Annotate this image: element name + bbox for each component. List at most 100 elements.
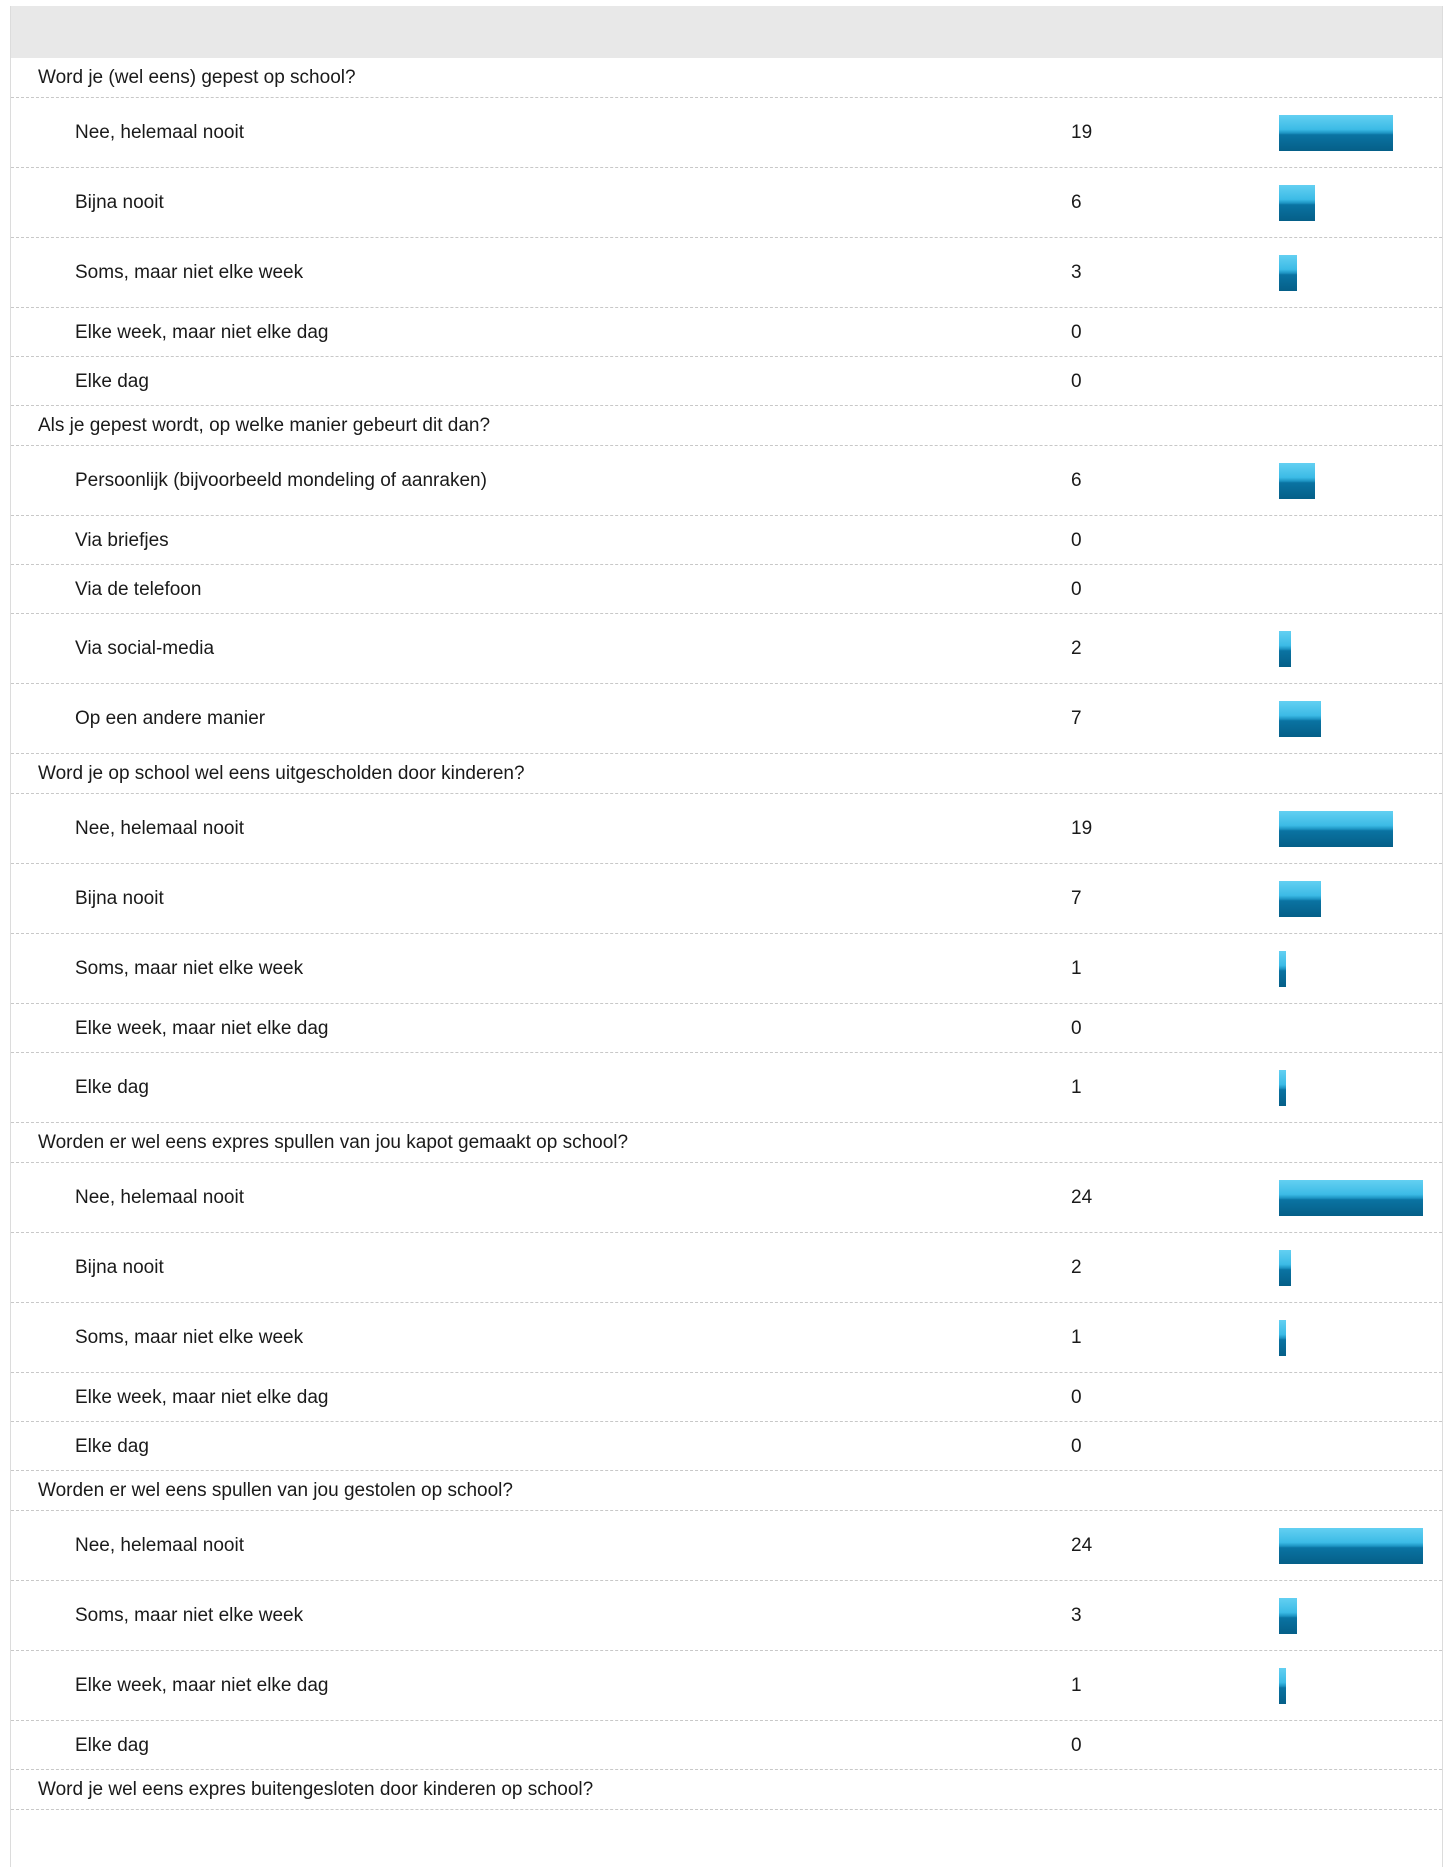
answer-count: 1 bbox=[1071, 1077, 1082, 1098]
answer-label: Soms, maar niet elke week bbox=[75, 1327, 304, 1348]
answer-label: Elke week, maar niet elke dag bbox=[75, 1387, 329, 1408]
answer-row: Elke week, maar niet elke dag 0 bbox=[11, 308, 1442, 357]
answer-label: Nee, helemaal nooit bbox=[75, 122, 244, 143]
answer-count: 0 bbox=[1071, 1018, 1082, 1039]
answer-row: Elke dag 1 bbox=[11, 1053, 1442, 1123]
answer-bar bbox=[1279, 463, 1315, 499]
answer-row: Via briefjes 0 bbox=[11, 516, 1442, 565]
answer-count: 3 bbox=[1071, 1605, 1082, 1626]
answer-count: 7 bbox=[1071, 708, 1082, 729]
answer-label: Persoonlijk (bijvoorbeeld mondeling of a… bbox=[75, 470, 487, 491]
answer-count: 24 bbox=[1071, 1187, 1093, 1208]
answer-row: Bijna nooit 7 bbox=[11, 864, 1442, 934]
answer-row: Nee, helemaal nooit 19 bbox=[11, 794, 1442, 864]
answer-label: Soms, maar niet elke week bbox=[75, 958, 304, 979]
answer-row: Nee, helemaal nooit 24 bbox=[11, 1511, 1442, 1581]
answer-row: Via social-media 2 bbox=[11, 614, 1442, 684]
answer-bar bbox=[1279, 1070, 1286, 1106]
answer-row: Persoonlijk (bijvoorbeeld mondeling of a… bbox=[11, 446, 1442, 516]
answer-label: Nee, helemaal nooit bbox=[75, 1187, 244, 1208]
answer-row: Nee, helemaal nooit 24 bbox=[11, 1163, 1442, 1233]
answer-row: Via de telefoon 0 bbox=[11, 565, 1442, 614]
answer-count: 19 bbox=[1071, 122, 1093, 143]
answer-count: 0 bbox=[1071, 1735, 1082, 1756]
answer-row: Elke dag 0 bbox=[11, 357, 1442, 406]
answer-bar bbox=[1279, 1320, 1286, 1356]
answer-row: Soms, maar niet elke week 3 bbox=[11, 238, 1442, 308]
answer-label: Soms, maar niet elke week bbox=[75, 1605, 304, 1626]
question-label: Worden er wel eens spullen van jou gesto… bbox=[38, 1480, 513, 1501]
question-label: Worden er wel eens expres spullen van jo… bbox=[38, 1132, 629, 1153]
answer-row: Soms, maar niet elke week 3 bbox=[11, 1581, 1442, 1651]
answer-label: Bijna nooit bbox=[75, 192, 164, 213]
header-bar bbox=[11, 6, 1442, 58]
answer-bar bbox=[1279, 185, 1315, 221]
survey-results-panel: Word je (wel eens) gepest op school? Nee,… bbox=[10, 6, 1443, 1867]
answer-count: 0 bbox=[1071, 371, 1082, 392]
answer-row: Elke dag 0 bbox=[11, 1422, 1442, 1471]
answer-row: Op een andere manier 7 bbox=[11, 684, 1442, 754]
question-label: Als je gepest wordt, op welke manier geb… bbox=[38, 415, 491, 436]
answer-label: Elke dag bbox=[75, 1436, 149, 1457]
answer-row: Nee, helemaal nooit 19 bbox=[11, 98, 1442, 168]
answer-count: 1 bbox=[1071, 1327, 1082, 1348]
answer-count: 24 bbox=[1071, 1535, 1093, 1556]
answer-count: 2 bbox=[1071, 638, 1082, 659]
answer-bar bbox=[1279, 115, 1393, 151]
answer-label: Elke week, maar niet elke dag bbox=[75, 322, 329, 343]
answer-bar bbox=[1279, 1180, 1423, 1216]
answer-label: Elke dag bbox=[75, 1735, 149, 1756]
answer-label: Elke dag bbox=[75, 371, 149, 392]
answer-row: Elke week, maar niet elke dag 1 bbox=[11, 1651, 1442, 1721]
answer-label: Via social-media bbox=[75, 638, 215, 659]
answer-row: Elke dag 0 bbox=[11, 1721, 1442, 1770]
answer-bar bbox=[1279, 1668, 1286, 1704]
answer-label: Via briefjes bbox=[75, 530, 169, 551]
answer-count: 0 bbox=[1071, 579, 1082, 600]
answer-count: 0 bbox=[1071, 322, 1082, 343]
answer-label: Nee, helemaal nooit bbox=[75, 818, 244, 839]
answer-label: Elke dag bbox=[75, 1077, 149, 1098]
answer-count: 6 bbox=[1071, 192, 1082, 213]
answer-count: 6 bbox=[1071, 470, 1082, 491]
answer-label: Bijna nooit bbox=[75, 888, 164, 909]
answer-bar bbox=[1279, 631, 1291, 667]
question-label: Word je wel eens expres buitengesloten d… bbox=[38, 1779, 594, 1800]
question-row: Word je wel eens expres buitengesloten d… bbox=[11, 1770, 1442, 1810]
answer-count: 0 bbox=[1071, 530, 1082, 551]
answer-bar bbox=[1279, 881, 1321, 917]
answer-count: 0 bbox=[1071, 1387, 1082, 1408]
question-row: Als je gepest wordt, op welke manier geb… bbox=[11, 406, 1442, 446]
answer-label: Nee, helemaal nooit bbox=[75, 1535, 244, 1556]
answer-row: Soms, maar niet elke week 1 bbox=[11, 1303, 1442, 1373]
question-row: Worden er wel eens expres spullen van jo… bbox=[11, 1123, 1442, 1163]
question-row: Worden er wel eens spullen van jou gesto… bbox=[11, 1471, 1442, 1511]
question-label: Word je op school wel eens uitgescholden… bbox=[38, 763, 525, 784]
answer-count: 2 bbox=[1071, 1257, 1082, 1278]
answer-count: 1 bbox=[1071, 1675, 1082, 1696]
answer-bar bbox=[1279, 255, 1297, 291]
answer-row: Elke week, maar niet elke dag 0 bbox=[11, 1004, 1442, 1053]
question-row: Word je op school wel eens uitgescholden… bbox=[11, 754, 1442, 794]
answer-row: Bijna nooit 6 bbox=[11, 168, 1442, 238]
answer-bar bbox=[1279, 811, 1393, 847]
answer-label: Op een andere manier bbox=[75, 708, 266, 729]
answer-row: Elke week, maar niet elke dag 0 bbox=[11, 1373, 1442, 1422]
answer-count: 7 bbox=[1071, 888, 1082, 909]
answer-bar bbox=[1279, 701, 1321, 737]
answer-bar bbox=[1279, 1598, 1297, 1634]
answer-label: Soms, maar niet elke week bbox=[75, 262, 304, 283]
answer-bar bbox=[1279, 1250, 1291, 1286]
answer-row: Bijna nooit 2 bbox=[11, 1233, 1442, 1303]
question-row: Word je (wel eens) gepest op school? bbox=[11, 58, 1442, 98]
answer-label: Elke week, maar niet elke dag bbox=[75, 1675, 329, 1696]
answer-count: 0 bbox=[1071, 1436, 1082, 1457]
answer-count: 1 bbox=[1071, 958, 1082, 979]
answer-label: Bijna nooit bbox=[75, 1257, 164, 1278]
answer-label: Elke week, maar niet elke dag bbox=[75, 1018, 329, 1039]
answer-bar bbox=[1279, 1528, 1423, 1564]
answer-row: Soms, maar niet elke week 1 bbox=[11, 934, 1442, 1004]
answer-count: 19 bbox=[1071, 818, 1093, 839]
answer-bar bbox=[1279, 951, 1286, 987]
answer-count: 3 bbox=[1071, 262, 1082, 283]
